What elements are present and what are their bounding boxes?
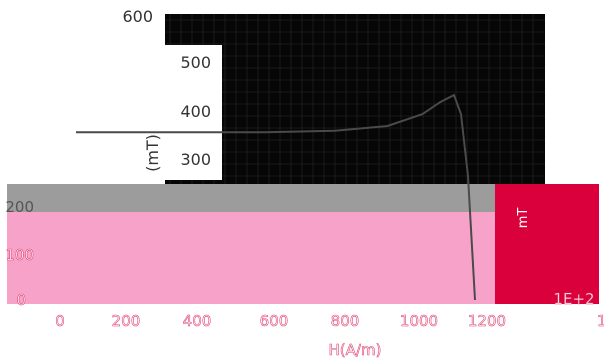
- white-overlay: [0, 45, 222, 180]
- bottom-band: [7, 306, 599, 354]
- x-tick-label: 14: [597, 312, 604, 330]
- y-tick-label: 400: [180, 102, 211, 121]
- series-line-0: [76, 93, 476, 301]
- x-tick-label: 800: [331, 312, 360, 330]
- pink-region: [7, 212, 495, 304]
- x-tick-label: 200: [112, 312, 141, 330]
- y-tick-label: 200: [5, 198, 34, 216]
- grey-band: [7, 184, 495, 214]
- x-axis-label: H(A/m): [329, 341, 382, 359]
- x-tick-label: 0: [55, 312, 65, 330]
- corner-label: 1E+2: [553, 290, 594, 308]
- plot-background: [165, 14, 545, 214]
- y-axis-label: (mT): [143, 134, 162, 172]
- y-tick-label: 600: [122, 7, 153, 26]
- y-tick-label: 300: [180, 150, 211, 169]
- x-tick-label: 400: [183, 312, 212, 330]
- x-tick-label: 1000: [400, 312, 438, 330]
- red-region: [495, 184, 599, 304]
- x-tick-label: 600: [260, 312, 289, 330]
- y-tick-label: 100: [5, 246, 34, 264]
- y-tick-label: 500: [180, 53, 211, 72]
- right-axis-label: mT: [516, 208, 531, 229]
- x-tick-label: 1200: [468, 312, 506, 330]
- grid-lines: [165, 14, 545, 184]
- series-layer: [76, 93, 476, 301]
- y-tick-label: 0: [16, 291, 26, 309]
